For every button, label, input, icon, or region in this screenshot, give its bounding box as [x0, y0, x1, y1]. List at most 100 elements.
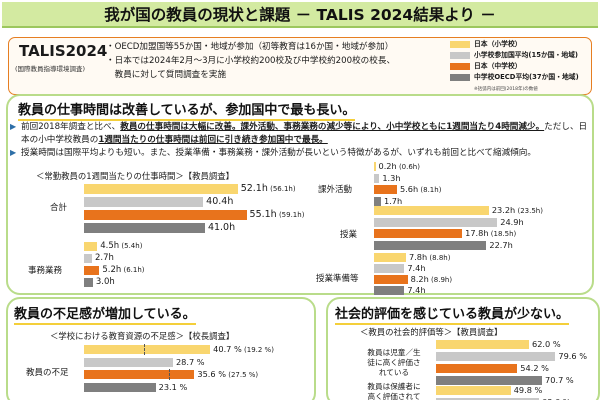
- data-bar: [374, 185, 397, 194]
- bar-value-label: 2.7h: [94, 253, 114, 263]
- data-bar: [374, 286, 405, 295]
- previous-value-label: (27.5 %): [225, 371, 259, 379]
- data-bar: [84, 184, 238, 194]
- legend-swatch: [450, 41, 470, 48]
- data-bar: [374, 253, 406, 262]
- bullet-arrow-icon: ▶: [10, 122, 17, 131]
- page-title: 我が国の教員の現状と課題 － TALIS 2024結果より －: [2, 2, 598, 28]
- previous-value-label: (23.5h): [515, 207, 543, 215]
- data-bar: [374, 240, 487, 250]
- data-bar: [436, 364, 518, 373]
- social-esteem-chart-title: ＜教員の社会的評価等＞【教員調査】: [360, 327, 503, 337]
- bar-value-label: 52.1h (56.1h): [240, 183, 296, 194]
- bar-value-label: 41.0h: [207, 222, 236, 233]
- category-label: 授業: [340, 230, 358, 240]
- bar-value-label: 0.2h (0.6h): [378, 161, 420, 172]
- data-bar: [84, 345, 211, 354]
- legend-swatch: [450, 63, 470, 70]
- data-bar: [84, 278, 93, 287]
- bar-value-label: 7.4h: [407, 263, 426, 273]
- survey-line: ・OECD加盟国等55か国・地域が参加（初等教育は16か国・地域が参加）: [106, 42, 394, 52]
- survey-description: ・OECD加盟国等55か国・地域が参加（初等教育は16か国・地域が参加） ・日本…: [106, 40, 436, 82]
- bar-value-label: 35.6 % (27.5 %): [197, 369, 259, 380]
- previous-value-marker: [169, 369, 171, 380]
- data-bar: [84, 210, 247, 220]
- previous-value-label: (6.1h): [121, 266, 145, 274]
- bar-value-label: 22.7h: [489, 239, 513, 250]
- previous-value-label: (59.1h): [276, 211, 305, 219]
- legend-swatch: [450, 74, 470, 81]
- data-bar: [84, 197, 204, 207]
- category-label: 授業準備等: [316, 274, 359, 284]
- bar-value-label: 7.4h: [407, 285, 426, 295]
- legend-item: 日本（中学校）: [450, 62, 590, 73]
- data-bar: [374, 275, 408, 284]
- legend-swatch: [450, 52, 470, 59]
- legend-label: 日本（小学校）: [474, 40, 522, 48]
- legend-item: 日本（小学校）: [450, 40, 590, 51]
- bar-value-label: 40.7 % (19.2 %): [213, 344, 274, 355]
- work-hours-heading: 教員の仕事時間は改善しているが、参加国中で最も長い。: [18, 99, 355, 121]
- category-label: 教員は児童／生徒に高く評価されている: [367, 348, 421, 377]
- finding-item: ▶ 前回2018年調査と比べ、教員の仕事時間は大幅に改善。課外活動、事務業務の減…: [10, 121, 590, 146]
- finding-emphasis: 教員の仕事時間は大幅に改善。課外活動、事務業務の減少等により、小中学校ともに1週…: [120, 122, 545, 132]
- survey-info-box: TALIS2024 (国際教員指導環境調査) ・OECD加盟国等55か国・地域が…: [8, 37, 592, 95]
- data-bar: [84, 223, 205, 233]
- category-label: 教員は保護者に高く評価されている: [367, 382, 421, 400]
- bar-value-label: 40.4h: [206, 196, 234, 207]
- data-bar: [84, 254, 92, 263]
- data-bar: [84, 357, 173, 367]
- data-bar: [374, 229, 463, 238]
- category-label: 課外活動: [318, 185, 353, 195]
- work-hours-chart-title: ＜常勤教員の1週間当たりの仕事時間＞【教員調査】: [36, 171, 234, 181]
- bar-value-label: 1.3h: [382, 172, 401, 183]
- work-hours-panel: [6, 94, 594, 295]
- bar-value-label: 5.2h (6.1h): [102, 265, 145, 275]
- survey-subtitle: (国際教員指導環境調査): [15, 65, 86, 73]
- bar-value-label: 3.0h: [95, 277, 115, 287]
- data-bar: [436, 340, 529, 349]
- finding-text: 授業時間は国際平均よりも短い。また、授業準備・事務業務・課外活動が長いという特徴…: [21, 148, 536, 158]
- bar-value-label: 24.9h: [500, 216, 524, 227]
- previous-value-label: (56.1h): [267, 185, 296, 193]
- shortage-chart-title: ＜学校における教育資源の不足感＞【校長調査】: [50, 331, 235, 341]
- bar-value-label: 4.5h (5.4h): [100, 241, 143, 251]
- bar-value-label: 54.2 %: [520, 363, 549, 373]
- finding-emphasis: 1週間当たりの仕事時間は前回に引き続き参加国中で最長。: [98, 134, 328, 145]
- data-bar: [84, 266, 100, 275]
- data-bar: [84, 382, 156, 392]
- previous-value-label: (5.4h): [119, 242, 143, 250]
- bar-value-label: 5.6h (8.1h): [399, 184, 442, 195]
- bar-value-label: 23.2h (23.5h): [491, 205, 543, 216]
- data-bar: [374, 217, 498, 227]
- finding-text: ただし、日本の小中学校教員の: [21, 122, 588, 145]
- data-bar: [436, 386, 511, 395]
- previous-value-marker: [143, 344, 145, 355]
- bar-value-label: 70.7 %: [545, 375, 574, 385]
- data-bar: [84, 242, 98, 251]
- category-label: 教員の不足: [26, 368, 69, 378]
- category-label: 合計: [50, 203, 68, 213]
- previous-value-label: (8.1h): [418, 186, 442, 194]
- legend-note: ※括弧内は前回(2018年)の数値: [474, 87, 538, 92]
- legend-label: 中学校OECD平均(37か国・地域): [474, 73, 579, 81]
- bar-value-label: 62.0 %: [532, 339, 561, 349]
- bar-value-label: 8.2h (8.9h): [410, 274, 453, 285]
- previous-value-label: (0.6h): [396, 163, 420, 171]
- previous-value-label: (8.9h): [428, 276, 453, 284]
- bar-value-label: 17.8h (18.5h): [465, 228, 517, 239]
- category-label: 事務業務: [28, 266, 63, 276]
- survey-line: 教員に対して質問調査を実施: [106, 70, 227, 80]
- data-bar: [436, 376, 543, 385]
- legend-item: 中学校OECD平均(37か国・地域): [450, 73, 590, 84]
- data-bar: [374, 264, 405, 273]
- legend-label: 日本（中学校）: [474, 62, 522, 70]
- previous-value-label: (8.8h): [427, 254, 451, 262]
- previous-value-label: (18.5h): [488, 230, 517, 238]
- data-bar: [374, 206, 489, 215]
- social-esteem-heading: 社会的評価を感じている教員が少ない。: [335, 303, 569, 325]
- data-bar: [436, 398, 539, 400]
- previous-value-label: (19.2 %): [241, 346, 274, 354]
- bar-value-label: 7.8h (8.8h): [408, 252, 451, 263]
- finding-text: 前回2018年調査と比べ、: [21, 122, 121, 132]
